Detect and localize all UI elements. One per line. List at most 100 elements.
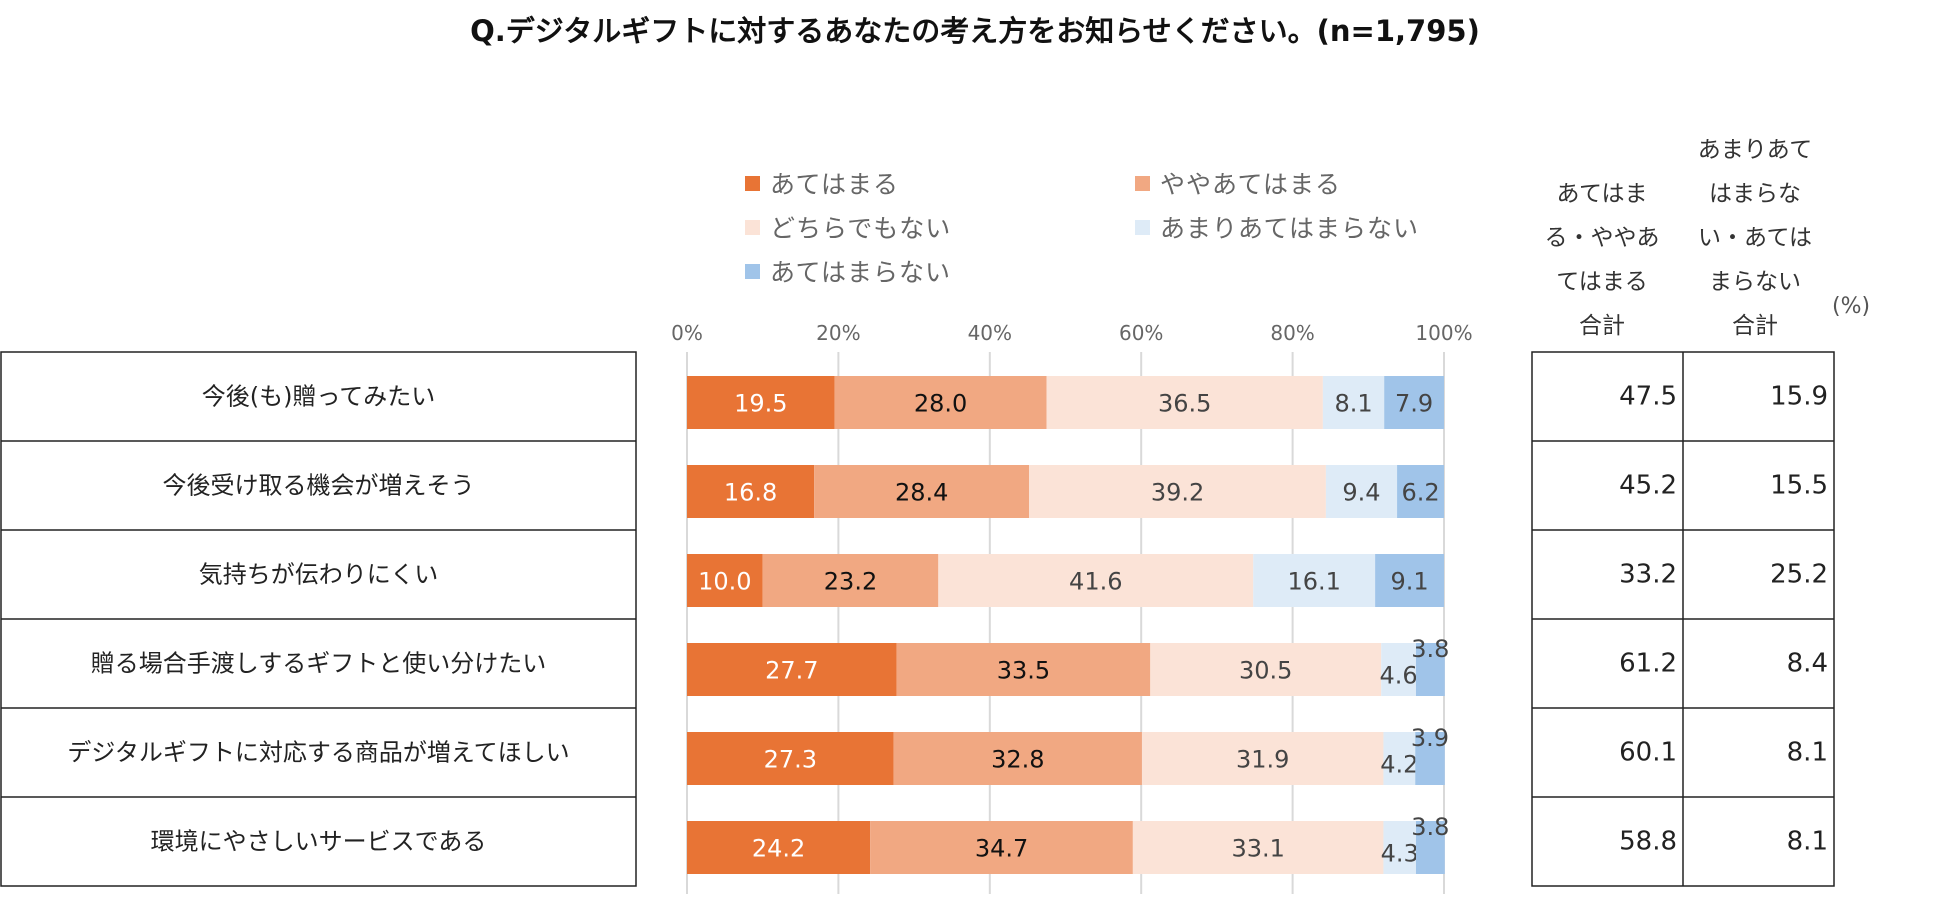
legend-item: ややあてはまる [1135, 165, 1341, 201]
bar-segment [687, 554, 763, 607]
bar-segment [1415, 643, 1445, 696]
data-label: 10.0 [698, 568, 751, 596]
agree-total-value: 58.8 [1619, 827, 1677, 857]
disagree-header-line: あまりあて [1697, 137, 1813, 163]
bar-segment [687, 376, 835, 429]
data-label: 28.0 [914, 390, 967, 418]
legend-label: ややあてはまる [1160, 170, 1342, 199]
data-label: 19.5 [734, 390, 787, 418]
bar-segment [1415, 732, 1445, 785]
legend-label: どちらでもない [770, 214, 952, 243]
bar-segment [814, 465, 1030, 518]
bar-segment [687, 821, 871, 874]
agree-total-value: 60.1 [1619, 738, 1677, 768]
legend-item: どちらでもない [745, 209, 951, 245]
bar-segment [1253, 554, 1376, 607]
data-label: 27.7 [765, 657, 818, 685]
category-label: デジタルギフトに対応する商品が増えてほしい [67, 739, 569, 767]
disagree-header-line: はまらな [1709, 181, 1801, 207]
disagree-header-line: い・あては [1697, 225, 1813, 251]
data-label: 39.2 [1151, 479, 1204, 507]
legend-label: あてはまらない [770, 258, 952, 287]
data-label: 9.4 [1342, 479, 1380, 507]
agree-header-line: 合計 [1579, 313, 1625, 339]
data-label: 3.8 [1411, 813, 1449, 841]
category-label: 今後受け取る機会が増えそう [163, 472, 475, 500]
bar-segment [893, 732, 1142, 785]
bar-segment [870, 821, 1133, 874]
data-label: 28.4 [895, 479, 948, 507]
data-label: 30.5 [1239, 657, 1292, 685]
agree-header-line: てはまる [1556, 269, 1648, 295]
data-label: 27.3 [764, 746, 817, 774]
legend-item: あてはまらない [745, 253, 951, 289]
data-label: 33.5 [997, 657, 1050, 685]
bar-segment [1141, 732, 1384, 785]
bar-segment [1150, 643, 1382, 696]
legend-swatch [1135, 219, 1150, 235]
bar-segment [1415, 821, 1445, 874]
bar-segment [687, 732, 894, 785]
data-label: 34.7 [975, 835, 1028, 863]
data-label: 7.9 [1395, 390, 1433, 418]
disagree-total-value: 8.1 [1787, 827, 1828, 857]
category-label: 今後(も)贈ってみたい [202, 383, 436, 411]
data-label: 9.1 [1390, 568, 1428, 596]
category-label: 贈る場合手渡しするギフトと使い分けたい [91, 650, 547, 678]
data-label: 31.9 [1236, 746, 1289, 774]
x-tick-label: 60% [1119, 321, 1163, 345]
disagree-header-line: まらない [1709, 269, 1801, 295]
data-label: 33.1 [1231, 835, 1284, 863]
data-label: 16.8 [724, 479, 777, 507]
bar-segment [1383, 821, 1416, 874]
category-label: 環境にやさしいサービスである [151, 828, 487, 856]
bar-segment [1381, 643, 1416, 696]
x-tick-label: 80% [1270, 321, 1314, 345]
data-label: 24.2 [752, 835, 805, 863]
bar-segment [1397, 465, 1444, 518]
legend-item: あまりあてはまらない [1135, 209, 1419, 245]
bar-segment [1029, 465, 1326, 518]
agree-total-header: あてはま る・ややあ てはまる 合計 [1527, 172, 1677, 348]
data-label: 3.8 [1411, 635, 1449, 663]
bar-segment [896, 643, 1151, 696]
x-tick-label: 100% [1415, 321, 1472, 345]
disagree-header-line: 合計 [1732, 313, 1778, 339]
data-label: 32.8 [991, 746, 1044, 774]
agree-total-value: 45.2 [1619, 471, 1677, 501]
category-label: 気持ちが伝わりにくい [199, 561, 439, 589]
bar-segment [762, 554, 939, 607]
unit-label: (%) [1832, 294, 1871, 319]
bar-segment [1325, 465, 1398, 518]
bar-segment [687, 465, 815, 518]
disagree-total-value: 15.5 [1770, 471, 1828, 501]
bar-segment [1046, 376, 1323, 429]
data-label: 8.1 [1334, 390, 1372, 418]
agree-total-value: 47.5 [1619, 382, 1677, 412]
disagree-total-value: 8.1 [1787, 738, 1828, 768]
bar-segment [938, 554, 1254, 607]
agree-total-value: 33.2 [1619, 560, 1677, 590]
legend-swatch [745, 263, 760, 279]
bar-segment [1132, 821, 1384, 874]
x-tick-label: 0% [671, 321, 703, 345]
legend-swatch [745, 219, 760, 235]
data-label: 3.9 [1411, 724, 1449, 752]
data-label: 4.6 [1379, 662, 1417, 690]
disagree-total-value: 25.2 [1770, 560, 1828, 590]
legend-swatch [1135, 175, 1150, 191]
x-tick-label: 20% [816, 321, 860, 345]
bar-segment [1322, 376, 1385, 429]
data-label: 23.2 [824, 568, 877, 596]
legend-swatch [745, 175, 760, 191]
legend-label: あまりあてはまらない [1160, 214, 1420, 243]
data-label: 6.2 [1401, 479, 1439, 507]
bar-segment [1383, 732, 1416, 785]
x-tick-label: 40% [968, 321, 1012, 345]
legend-label: あてはまる [770, 170, 900, 199]
disagree-total-header: あまりあて はまらな い・あては まらない 合計 [1680, 128, 1830, 348]
bar-segment [834, 376, 1047, 429]
data-label: 4.3 [1381, 840, 1419, 868]
bar-segment [687, 643, 897, 696]
